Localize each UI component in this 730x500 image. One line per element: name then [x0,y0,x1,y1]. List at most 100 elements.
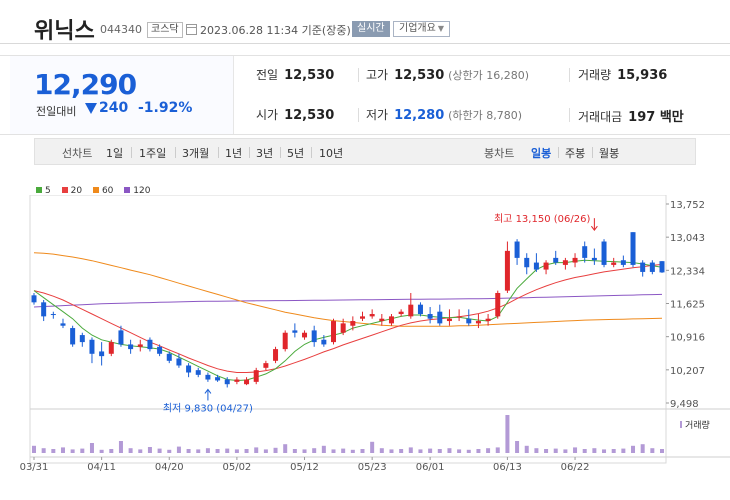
candle-body[interactable] [50,314,56,316]
candle-body[interactable] [195,370,201,375]
volume-bar [389,449,394,453]
legend-swatch [92,187,99,193]
candle-body[interactable] [572,257,578,263]
candle-body[interactable] [514,241,520,258]
candle-body[interactable] [601,241,607,265]
candle-body[interactable] [292,330,298,333]
candle-body[interactable] [533,262,539,270]
candle-body[interactable] [446,318,452,322]
candle-body[interactable] [504,250,510,291]
candle-body[interactable] [543,262,549,270]
volume-legend-swatch [680,421,682,428]
candle-body[interactable] [79,335,85,343]
candle-body[interactable] [369,314,375,317]
volume-bar [225,448,230,453]
period-3m[interactable]: 3개월 [182,147,210,160]
volume-bar [437,449,442,453]
candle-body[interactable] [475,321,481,324]
period-1d[interactable]: 1일 [106,147,124,160]
candle-body[interactable] [253,370,259,382]
candle-body[interactable] [311,330,317,343]
candle-body[interactable] [437,311,443,324]
candle-body[interactable] [553,257,559,263]
period-5y[interactable]: 5년 [287,147,305,160]
candle-body[interactable] [273,349,279,361]
candle-body[interactable] [427,314,433,319]
candle-body[interactable] [340,323,346,333]
candle-body[interactable] [147,339,153,350]
candle-body[interactable] [166,353,172,361]
candle-body[interactable] [359,316,365,319]
volume-bar [524,445,529,453]
candle-body[interactable] [302,332,308,338]
volume-bar [186,449,191,453]
period-1w[interactable]: 1주일 [139,147,167,160]
legend-ma20[interactable]: 20 [61,186,82,196]
candle-body[interactable] [562,260,568,265]
candle-body[interactable] [205,374,211,380]
candle-body[interactable] [331,321,337,343]
candle-body[interactable] [224,379,230,385]
period-monthly[interactable]: 월봉 [599,147,620,160]
candle-body[interactable] [417,304,423,315]
change-value: 240 [99,100,129,116]
candle-body[interactable] [263,363,269,368]
candle-body[interactable] [60,323,66,326]
realtime-button[interactable]: 실시간 [352,21,390,37]
candle-body[interactable] [108,342,114,354]
candle-body[interactable] [379,318,385,322]
candle-body[interactable] [99,351,105,357]
candle-body[interactable] [495,292,501,317]
candle-body[interactable] [186,365,192,373]
period-daily[interactable]: 일봉 [531,147,552,160]
candle-body[interactable] [408,304,414,317]
candle-body[interactable] [485,318,491,322]
volume-bar [428,448,433,453]
candle-body[interactable] [89,339,95,354]
candle-body[interactable] [659,261,665,273]
period-selector: 선차트 1일 1주일 3개월 1년 3년 5년 10년 봉차트 일봉 주봉 월봉 [34,138,696,165]
legend-ma120[interactable]: 120 [124,186,150,196]
low-annotation: 최저 9,830 (04/27) [163,402,253,414]
candle-body[interactable] [456,316,462,318]
candle-body[interactable] [630,232,636,265]
candle-body[interactable] [118,330,124,345]
legend-ma60[interactable]: 60 [92,186,113,196]
candle-body[interactable] [466,318,472,324]
candle-body[interactable] [388,316,394,324]
candle-body[interactable] [591,257,597,261]
candle-body[interactable] [244,379,250,385]
volume-bar [582,449,587,453]
candle-body[interactable] [282,332,288,350]
candle-body[interactable] [640,262,646,272]
candle-body[interactable] [611,262,617,265]
candle-body[interactable] [582,246,588,258]
company-overview-button[interactable]: 기업개요 ▼ [393,21,450,37]
candle-body[interactable] [350,321,356,326]
divider [131,147,132,158]
chevron-down-icon: ▼ [437,24,444,33]
candle-body[interactable] [70,328,76,345]
candle-body[interactable] [157,346,163,354]
period-10y[interactable]: 10년 [319,147,344,160]
candle-body[interactable] [31,295,37,303]
candle-body[interactable] [524,257,530,268]
candle-body[interactable] [234,379,240,382]
volume-bar [157,448,162,453]
candle-body[interactable] [649,262,655,272]
period-3y[interactable]: 3년 [256,147,274,160]
legend-ma5[interactable]: 5 [36,186,51,196]
candle-body[interactable] [41,302,47,317]
period-weekly[interactable]: 주봉 [565,147,586,160]
candle-body[interactable] [215,377,221,381]
period-1y[interactable]: 1년 [225,147,243,160]
candle-body[interactable] [176,358,182,366]
candle-body[interactable] [137,344,143,347]
open-value: 12,530 [284,108,335,123]
candle-body[interactable] [620,260,626,265]
open-label: 시가 [256,108,279,122]
candle-body[interactable] [398,311,404,315]
candle-body[interactable] [321,339,327,345]
stock-chart[interactable]: 13,752 13,043 12,334 11,625 10,916 10,207 9,49… [0,195,730,500]
candle-body[interactable] [128,344,134,350]
